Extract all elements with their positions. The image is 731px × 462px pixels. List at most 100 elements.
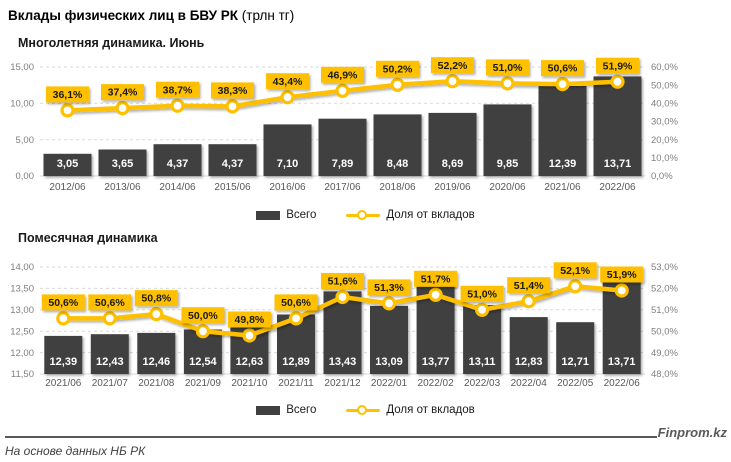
svg-text:2014/06: 2014/06 [159,182,196,193]
brand-logo: Finprom.kz [657,425,727,440]
legend-item-total: Всего [256,404,316,416]
svg-text:2022/05: 2022/05 [557,378,594,389]
svg-text:2022/02: 2022/02 [418,378,455,389]
svg-text:2018/06: 2018/06 [379,182,416,193]
source-note: На основе данных НБ РК [5,444,146,458]
legend-item-share: Доля от вкладов [346,404,475,416]
svg-text:2019/06: 2019/06 [434,182,471,193]
svg-text:2017/06: 2017/06 [324,182,361,193]
legend-label-share: Доля от вкладов [386,209,475,221]
annual-chart: 0,00 5,00 10,00 15,00 0,0% 10,0% 20,0% 30,0% 40,… [10,57,678,193]
svg-text:2012/06: 2012/06 [49,182,86,193]
svg-text:36,1%: 36,1% [53,89,83,101]
svg-text:12,63: 12,63 [236,356,264,368]
footer-divider [5,436,657,438]
svg-text:2022/06: 2022/06 [604,378,641,389]
svg-text:9,85: 9,85 [497,158,518,170]
svg-text:12,43: 12,43 [96,356,124,368]
page-title-unit: (трлн тг) [241,8,295,23]
svg-text:50,6%: 50,6% [281,297,311,309]
svg-text:8,48: 8,48 [387,158,408,170]
svg-text:13,09: 13,09 [375,356,403,368]
svg-text:60,0%: 60,0% [651,62,678,73]
svg-text:0,0%: 0,0% [651,171,673,182]
svg-text:52,0%: 52,0% [651,284,678,295]
svg-text:50,2%: 50,2% [383,63,413,75]
svg-text:51,0%: 51,0% [651,305,678,316]
svg-text:8,69: 8,69 [442,158,463,170]
svg-text:13,00: 13,00 [10,305,34,316]
svg-text:2021/08: 2021/08 [138,378,175,389]
svg-text:51,6%: 51,6% [328,276,358,288]
svg-text:43,4%: 43,4% [273,76,303,88]
legend-item-share: Доля от вкладов [346,209,475,221]
svg-text:50,0%: 50,0% [188,310,218,322]
svg-text:50,0%: 50,0% [651,80,678,91]
svg-text:52,2%: 52,2% [438,60,468,72]
svg-text:20,0%: 20,0% [651,135,678,146]
svg-text:12,39: 12,39 [50,356,78,368]
svg-text:50,8%: 50,8% [141,293,171,305]
monthly-chart-title: Помесячная динамика [18,231,158,245]
svg-text:12,50: 12,50 [10,326,34,337]
svg-text:49,8%: 49,8% [235,314,265,326]
legend-label-share: Доля от вкладов [386,404,475,416]
svg-text:2021/10: 2021/10 [231,378,268,389]
line-swatch-icon [346,404,381,416]
svg-text:2015/06: 2015/06 [214,182,251,193]
svg-text:10,0%: 10,0% [651,153,678,164]
svg-text:50,6%: 50,6% [95,297,125,309]
svg-text:50,0%: 50,0% [651,326,678,337]
svg-text:51,9%: 51,9% [607,269,637,281]
page-title: Вклады физических лиц в БВУ РК (трлн тг) [8,8,294,23]
svg-text:10,00: 10,00 [10,99,34,110]
svg-text:2021/11: 2021/11 [278,378,314,389]
svg-text:2021/06: 2021/06 [45,378,82,389]
bar-swatch-icon [256,405,281,415]
svg-text:13,71: 13,71 [604,158,632,170]
svg-text:52,1%: 52,1% [560,265,590,277]
legend-item-total: Всего [256,209,316,221]
svg-text:51,7%: 51,7% [421,273,451,285]
svg-text:2022/03: 2022/03 [464,378,501,389]
svg-text:12,71: 12,71 [561,356,589,368]
svg-text:40,0%: 40,0% [651,99,678,110]
svg-text:13,71: 13,71 [608,356,636,368]
svg-text:46,9%: 46,9% [328,69,358,81]
svg-text:38,7%: 38,7% [163,84,193,96]
svg-text:51,4%: 51,4% [514,280,544,292]
svg-text:12,46: 12,46 [143,356,171,368]
svg-text:13,77: 13,77 [422,356,450,368]
svg-text:2022/06: 2022/06 [599,182,636,193]
svg-text:3,65: 3,65 [112,158,133,170]
svg-text:2021/06: 2021/06 [544,182,581,193]
svg-text:37,4%: 37,4% [108,87,138,99]
svg-text:12,54: 12,54 [189,356,217,368]
svg-text:2022/01: 2022/01 [371,378,408,389]
svg-text:51,3%: 51,3% [374,282,404,294]
svg-text:11,50: 11,50 [11,369,34,380]
svg-text:12,39: 12,39 [549,158,577,170]
monthly-chart: 11,50 12,00 12,50 13,00 13,50 14,00 48,0% 49,0%… [10,262,678,389]
svg-text:13,11: 13,11 [469,356,496,368]
svg-text:0,00: 0,00 [16,171,35,182]
svg-text:50,6%: 50,6% [48,297,78,309]
svg-text:2021/09: 2021/09 [185,378,222,389]
svg-text:51,0%: 51,0% [493,62,523,74]
svg-text:12,83: 12,83 [515,356,543,368]
legend-label-total: Всего [286,209,317,221]
svg-text:30,0%: 30,0% [651,117,678,128]
svg-text:2016/06: 2016/06 [269,182,306,193]
svg-text:2013/06: 2013/06 [104,182,141,193]
line-swatch-icon [346,209,381,221]
svg-text:4,37: 4,37 [167,158,188,170]
svg-text:7,89: 7,89 [332,158,353,170]
svg-text:13,50: 13,50 [10,284,34,295]
svg-text:15,00: 15,00 [10,62,34,73]
svg-text:50,6%: 50,6% [548,63,578,75]
page-title-text: Вклады физических лиц в БВУ РК [8,8,239,23]
svg-text:3,05: 3,05 [57,158,78,170]
svg-text:51,0%: 51,0% [467,288,497,300]
svg-text:48,0%: 48,0% [651,369,678,380]
